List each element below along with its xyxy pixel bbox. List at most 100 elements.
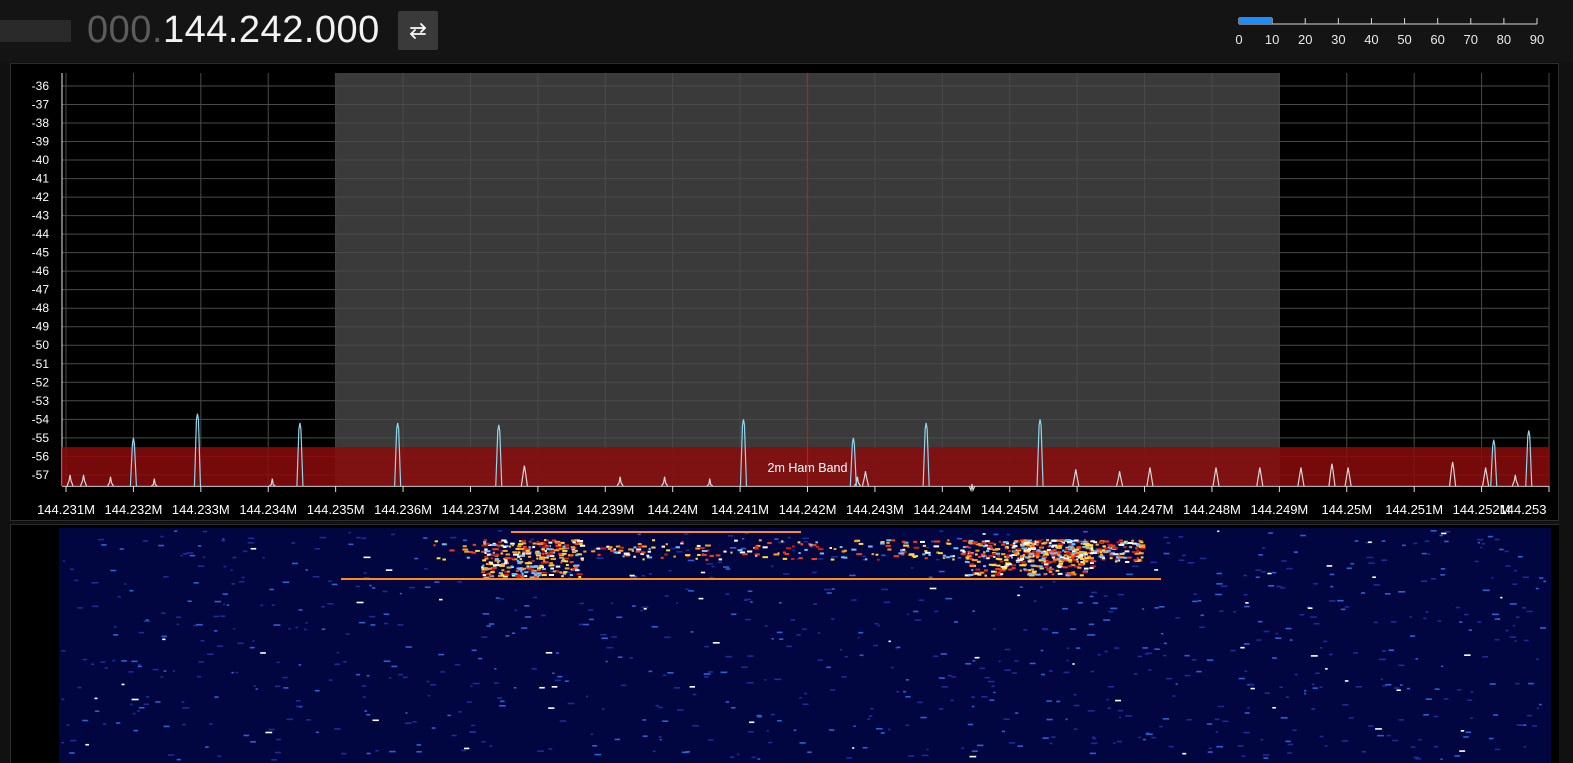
- snr-tick-label: 60: [1430, 32, 1445, 47]
- spectrum-peak: [1146, 467, 1154, 487]
- snr-meter-bar: [1238, 17, 1538, 25]
- frequency-leading-zeros: 000.: [87, 9, 163, 51]
- band-overlay[interactable]: [62, 447, 1549, 486]
- x-tick-label: 144.239M: [576, 502, 634, 517]
- y-tick-label: -45: [32, 246, 50, 260]
- snr-tick-label: 80: [1496, 32, 1512, 47]
- x-tick-label: 144.235M: [307, 502, 365, 517]
- spectrum-peak: [1482, 467, 1490, 487]
- y-tick-label: -55: [32, 431, 50, 445]
- swap-button[interactable]: [398, 11, 438, 50]
- spectrum-peak: [193, 413, 202, 487]
- spectrum-plot[interactable]: -36 -37 -38 -39 -40 -41 -42 -43 -44 -45 -46 -47 -48 -…: [11, 64, 1558, 520]
- spectrum-peak: [661, 476, 669, 487]
- snr-meter-fill: [1239, 17, 1273, 24]
- waterfall-signal-trail: [341, 578, 1161, 580]
- spectrum-peak: [268, 478, 276, 487]
- y-tick-label: -44: [32, 227, 50, 241]
- x-tick-label: 144.253: [1500, 502, 1547, 517]
- x-tick-label: 144.252M: [1453, 502, 1511, 517]
- snr-tick-label: 10: [1264, 32, 1280, 47]
- snr-tick-label: 90: [1529, 32, 1545, 47]
- band-selector[interactable]: [0, 20, 71, 42]
- spectrum-peak: [1344, 467, 1352, 487]
- spectrum-peak: [706, 478, 714, 487]
- spectrum-peak: [968, 484, 976, 493]
- x-tick-label: 144.248M: [1183, 502, 1241, 517]
- frequency-value: 144.242.000: [162, 9, 380, 51]
- y-tick-label: -49: [32, 320, 50, 334]
- spectrum-peak: [129, 437, 138, 487]
- y-tick-label: -40: [32, 153, 50, 167]
- x-tick-label: 144.232M: [104, 502, 162, 517]
- spectrum-panel[interactable]: -36 -37 -38 -39 -40 -41 -42 -43 -44 -45 -46 -47 -48 -…: [10, 63, 1559, 521]
- spectrum-peak: [861, 471, 870, 487]
- spectrum-peak: [1036, 419, 1044, 487]
- x-tick-label: 144.243M: [846, 502, 904, 517]
- snr-tick-label: 20: [1297, 32, 1313, 47]
- y-tick-label: -41: [32, 172, 50, 186]
- x-tick-label: 144.25M: [1321, 502, 1372, 517]
- y-tick-label: -51: [32, 357, 50, 371]
- y-tick-label: -50: [32, 338, 50, 352]
- spectrum-peak: [495, 424, 503, 487]
- spectrum-peak: [739, 419, 748, 487]
- snr-tick-label: 40: [1364, 32, 1379, 47]
- x-tick-label: 144.234M: [239, 502, 297, 517]
- snr-meter: 0 10 20 30 40 50 60 70 80 90: [1230, 10, 1550, 52]
- y-tick-label: -36: [32, 79, 50, 93]
- waterfall-signal: [433, 539, 1146, 579]
- snr-tick-label: 70: [1463, 32, 1478, 47]
- x-tick-label: 144.245M: [981, 502, 1039, 517]
- x-tick-label: 144.244M: [913, 502, 971, 517]
- x-tick-label: 144.246M: [1048, 502, 1106, 517]
- waterfall-signal-top: [511, 531, 801, 533]
- spectrum-peak: [1511, 474, 1519, 487]
- spectrum-peak: [1212, 467, 1220, 487]
- y-tick-label: -53: [32, 394, 50, 408]
- y-tick-label: -56: [32, 449, 50, 463]
- waterfall-display[interactable]: [11, 525, 1559, 763]
- spectrum-peak: [150, 478, 158, 487]
- spectrum-peak: [79, 474, 88, 487]
- x-tick-label: 144.247M: [1116, 502, 1174, 517]
- spectrum-peak: [296, 422, 304, 487]
- y-tick-label: -38: [32, 116, 50, 130]
- spectrum-peak: [66, 474, 74, 487]
- spectrum-peak: [849, 437, 857, 487]
- spectrum-peak: [520, 465, 528, 487]
- x-tick-label: 144.233M: [172, 502, 230, 517]
- toolbar: 000.144.242.000 0 10 20 30 40 50 60 70 80 90: [0, 0, 1573, 62]
- y-tick-label: -54: [32, 412, 50, 426]
- spectrum-peak: [1525, 430, 1533, 487]
- spectrum-peak: [106, 476, 115, 487]
- x-tick-label: 144.24M: [647, 502, 698, 517]
- spectrum-peak: [1256, 467, 1264, 487]
- spectrum-peak: [1328, 463, 1336, 487]
- x-tick-label: 144.251M: [1385, 502, 1443, 517]
- spectrum-peak: [616, 476, 624, 487]
- waterfall-margin: [11, 525, 59, 763]
- y-tick-label: -46: [32, 264, 50, 278]
- waterfall-panel[interactable]: [10, 524, 1559, 763]
- x-tick-label: 144.238M: [509, 502, 567, 517]
- spectrum-peak: [1449, 461, 1457, 487]
- x-tick-label: 144.237M: [442, 502, 500, 517]
- x-tick-label: 144.249M: [1250, 502, 1308, 517]
- snr-tick-label: 0: [1235, 32, 1243, 47]
- y-tick-label: -42: [32, 190, 50, 204]
- waterfall-noise: [61, 530, 1547, 761]
- y-tick-label: -47: [32, 283, 50, 297]
- snr-tick-label: 50: [1397, 32, 1412, 47]
- frequency-display[interactable]: 000.144.242.000: [87, 6, 380, 54]
- x-tick-label: 144.236M: [374, 502, 432, 517]
- y-tick-label: -43: [32, 209, 50, 223]
- y-tick-label: -52: [32, 375, 50, 389]
- spectrum-peak: [1072, 469, 1080, 487]
- x-tick-label: 144.242M: [779, 502, 837, 517]
- y-tick-label: -37: [32, 97, 50, 111]
- x-tick-label: 144.241M: [711, 502, 769, 517]
- swap-arrows-icon: [409, 22, 426, 39]
- spectrum-peak: [922, 422, 930, 487]
- y-tick-label: -57: [32, 468, 50, 482]
